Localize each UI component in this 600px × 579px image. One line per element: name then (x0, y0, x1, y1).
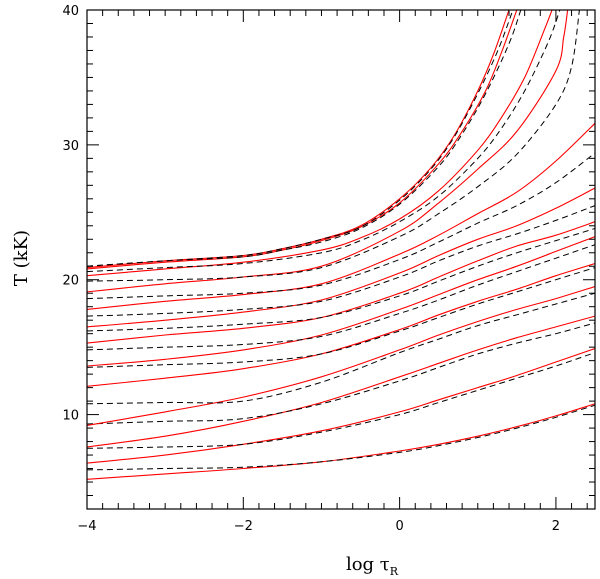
dashed-curve-25 (87, 10, 514, 267)
solid-curve-8 (87, 262, 595, 387)
y-tick-label: 40 (62, 4, 79, 19)
dashed-curve-7 (87, 292, 595, 405)
tick-labels-layer: −4 −2 0 2 10 20 30 40 (62, 4, 560, 534)
dashed-curve-11 (87, 244, 595, 351)
y-tick-label: 20 (62, 274, 79, 289)
series-layer (87, 10, 595, 480)
solid-curve-16 (87, 122, 595, 310)
plot-frame (86, 9, 596, 510)
dashed-curve-17 (87, 152, 595, 300)
dashed-curve-13 (87, 228, 595, 332)
x-axis-title-main: log τ (346, 554, 390, 575)
x-axis-title: log τR (346, 554, 399, 578)
solid-curve-12 (87, 221, 595, 344)
solid-curve-24 (87, 10, 510, 269)
dashed-curve-1 (87, 404, 595, 471)
solid-curve-22 (87, 10, 518, 270)
x-tick-label: −4 (77, 519, 96, 534)
x-tick-label: −2 (234, 519, 253, 534)
dashed-curve-5 (87, 322, 595, 425)
solid-curve-10 (87, 236, 595, 367)
y-tick-label: 30 (62, 139, 79, 154)
solid-curve-2 (87, 347, 595, 464)
solid-curve-6 (87, 285, 595, 426)
y-axis-title: T (kK) (11, 230, 32, 286)
solid-curve-20 (87, 10, 553, 277)
x-tick-label: 2 (552, 519, 560, 534)
x-tick-label: 0 (395, 519, 403, 534)
solid-curve-18 (87, 10, 569, 293)
dashed-curve-21 (87, 10, 561, 273)
ticks-layer (86, 9, 595, 510)
x-axis-title-sub: R (390, 565, 399, 578)
y-tick-label: 10 (62, 409, 79, 424)
dashed-curve-23 (87, 10, 522, 267)
dashed-curve-9 (87, 267, 595, 368)
solid-curve-0 (87, 403, 595, 480)
dashed-curve-15 (87, 205, 595, 317)
dashed-curve-3 (87, 352, 595, 449)
solid-curve-4 (87, 315, 595, 448)
dashed-curve-19 (87, 10, 580, 282)
solid-curve-14 (87, 187, 595, 328)
